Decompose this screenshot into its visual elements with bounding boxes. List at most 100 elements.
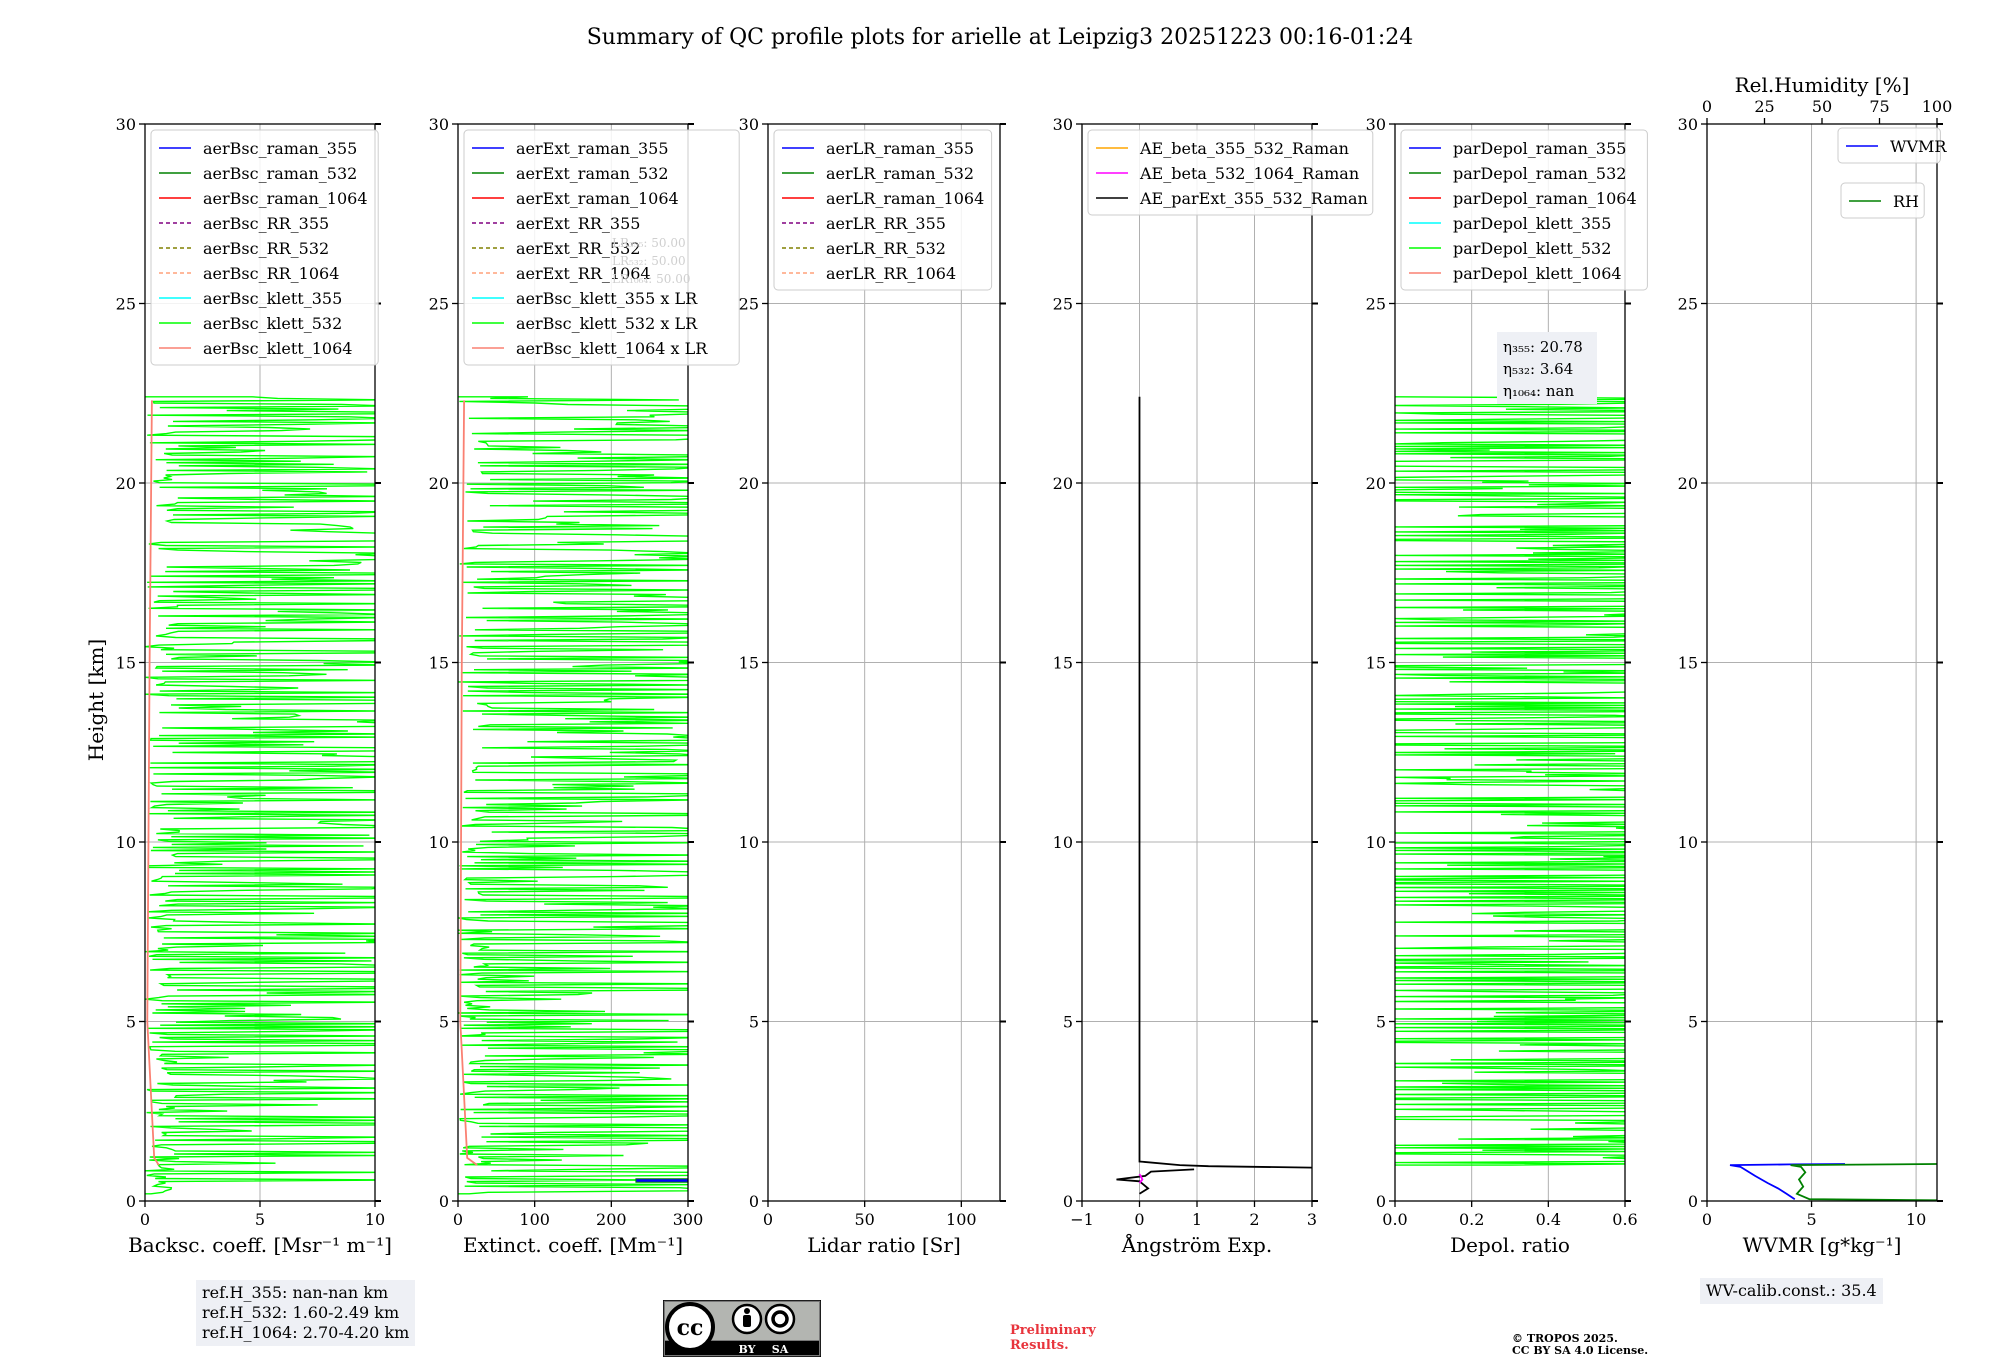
panel-3: 0 50 100 0 5 10 15 20 25 30 Lidar ratio [Sr] aerLR_…	[739, 115, 1006, 1257]
y-tick-label: 0	[749, 1192, 759, 1211]
x-tick-label: 0.6	[1612, 1210, 1637, 1229]
x-tick-label: 0	[1134, 1210, 1144, 1229]
legend-label: WVMR	[1890, 137, 1947, 156]
sa-icon	[764, 1303, 796, 1335]
series-line-aerBsc_klett_532 x LR	[458, 396, 688, 1195]
panel-2: 0 100 200 300 0 5 10 15 20 25 30 Extinct. coeff. [M…	[429, 115, 740, 1257]
series-group	[145, 396, 375, 1195]
legend-label: parDepol_klett_355	[1453, 214, 1611, 233]
x-tick-label: 3	[1307, 1210, 1317, 1229]
y-tick-label: 0	[1376, 1192, 1386, 1211]
x-tick-label: 0.2	[1459, 1210, 1484, 1229]
legend-label: aerBsc_raman_355	[203, 139, 357, 158]
legend-label: aerBsc_raman_532	[203, 164, 357, 183]
cc-icon-glyph: cc	[677, 1315, 704, 1341]
x-tick-label: 300	[673, 1210, 704, 1229]
x-tick-label: 5	[1806, 1210, 1816, 1229]
legend-label: aerBsc_klett_532 x LR	[516, 314, 698, 333]
y-tick-label: 5	[126, 1013, 136, 1032]
series-line-AE_parExt_355_532_Raman	[1138, 396, 1312, 1169]
y-tick-label: 30	[1678, 115, 1698, 134]
refh-532: ref.H_532: 1.60-2.49 km	[202, 1303, 400, 1322]
y-tick-label: 20	[429, 474, 449, 493]
x-tick-label: 100	[946, 1210, 977, 1229]
refh-355: ref.H_355: nan-nan km	[202, 1283, 389, 1302]
series-line-AE_beta_532_1064_Raman	[1138, 1173, 1144, 1184]
legend: parDepol_raman_355 parDepol_raman_532 parD…	[1400, 129, 1648, 291]
y-tick-label: 10	[1053, 833, 1073, 852]
y-tick-label: 20	[1053, 474, 1073, 493]
x-axis-label: WVMR [g*kg⁻¹]	[1743, 1233, 1902, 1257]
y-tick-label: 25	[1053, 295, 1073, 314]
panel-5: 0.0 0.2 0.4 0.6 0 5 10 15 20 25 30 Depol. ratio parD…	[1366, 115, 1648, 1257]
legend-label: aerExt_raman_532	[516, 164, 669, 183]
legend-label: aerBsc_RR_1064	[203, 264, 339, 283]
refh-1064: ref.H_1064: 2.70-4.20 km	[202, 1323, 410, 1342]
legend-label: aerLR_raman_532	[826, 164, 974, 183]
y-tick-label: 10	[116, 833, 136, 852]
copyright-note: © TROPOS 2025. CC BY SA 4.0 License.	[1512, 1333, 1648, 1357]
x-tick-label: 10	[1906, 1210, 1926, 1229]
preliminary-line-1: Preliminary	[1010, 1323, 1096, 1338]
by-icon-body	[743, 1315, 751, 1327]
x-tick-label: 5	[255, 1210, 265, 1229]
legend-label: AE_beta_355_532_Raman	[1139, 139, 1349, 158]
y-tick-label: 5	[439, 1013, 449, 1032]
y-tick-label: 25	[739, 295, 759, 314]
y-tick-label: 15	[1366, 654, 1386, 673]
eta-annotation: η₁₀₆₄: nan	[1503, 382, 1574, 400]
x-tick-label: 0	[763, 1210, 773, 1229]
legend-label: aerBsc_raman_1064	[203, 189, 368, 208]
y-tick-label: 0	[1688, 1192, 1698, 1211]
license-sa-label: SA	[772, 1343, 789, 1356]
legend-label: aerExt_RR_532	[516, 239, 640, 258]
y-tick-label: 5	[1376, 1013, 1386, 1032]
copyright-line-2: CC BY SA 4.0 License.	[1512, 1344, 1649, 1357]
legend: aerLR_raman_355 aerLR_raman_532 aerLR_rama…	[773, 129, 993, 291]
series-line-AE_parExt_355_532_Raman	[1116, 1168, 1195, 1195]
lidar-ratio-annotation: LR₁₀₆₄: 50.00	[612, 272, 690, 286]
legend-frame	[1837, 127, 1941, 164]
y-tick-label: 30	[1366, 115, 1386, 134]
wv-calib-const: WV-calib.const.: 35.4	[1706, 1281, 1877, 1300]
legend: WVMR	[1837, 127, 1947, 164]
legend-label: aerBsc_RR_532	[203, 239, 329, 258]
top-x-tick-label: 0	[1702, 97, 1712, 116]
legend-frame	[463, 129, 740, 366]
x-axis-label: Depol. ratio	[1450, 1233, 1570, 1257]
figure-title: Summary of QC profile plots for arielle …	[587, 25, 1414, 50]
y-tick-label: 20	[739, 474, 759, 493]
y-tick-label: 20	[116, 474, 136, 493]
x-tick-label: 100	[519, 1210, 550, 1229]
y-tick-label: 0	[126, 1192, 136, 1211]
series-group	[1116, 396, 1312, 1195]
x-tick-label: 2	[1249, 1210, 1259, 1229]
series-band-aerExt_raman_355	[635, 1178, 688, 1183]
legend-label: aerBsc_klett_355 x LR	[516, 289, 698, 308]
preliminary-results-note: Preliminary Results.	[1010, 1323, 1096, 1353]
legend-label: aerBsc_klett_355	[203, 289, 342, 308]
top-x-tick-label: 50	[1812, 97, 1832, 116]
x-tick-label: 0	[453, 1210, 463, 1229]
legend-label: AE_beta_532_1064_Raman	[1139, 164, 1359, 183]
series-group	[458, 396, 688, 1195]
series-line-aerBsc_klett_532	[145, 396, 375, 1195]
series-line-RH	[1790, 1163, 1937, 1201]
y-tick-label: 30	[429, 115, 449, 134]
x-tick-label: −1	[1070, 1210, 1094, 1229]
series-group	[1729, 1163, 1937, 1201]
x-tick-label: 50	[854, 1210, 874, 1229]
x-axis-label: Lidar ratio [Sr]	[807, 1233, 961, 1257]
y-tick-label: 10	[739, 833, 759, 852]
legend-label: parDepol_klett_532	[1453, 239, 1611, 258]
legend-label: aerExt_RR_1064	[516, 264, 651, 283]
sa-icon-arrow	[771, 1310, 789, 1328]
cc-icon	[665, 1302, 715, 1352]
legend-label: aerBsc_klett_1064 x LR	[516, 339, 708, 358]
legend: aerBsc_raman_355 aerBsc_raman_532 aerBsc_r…	[150, 129, 379, 366]
y-tick-label: 25	[429, 295, 449, 314]
y-tick-label: 25	[1366, 295, 1386, 314]
